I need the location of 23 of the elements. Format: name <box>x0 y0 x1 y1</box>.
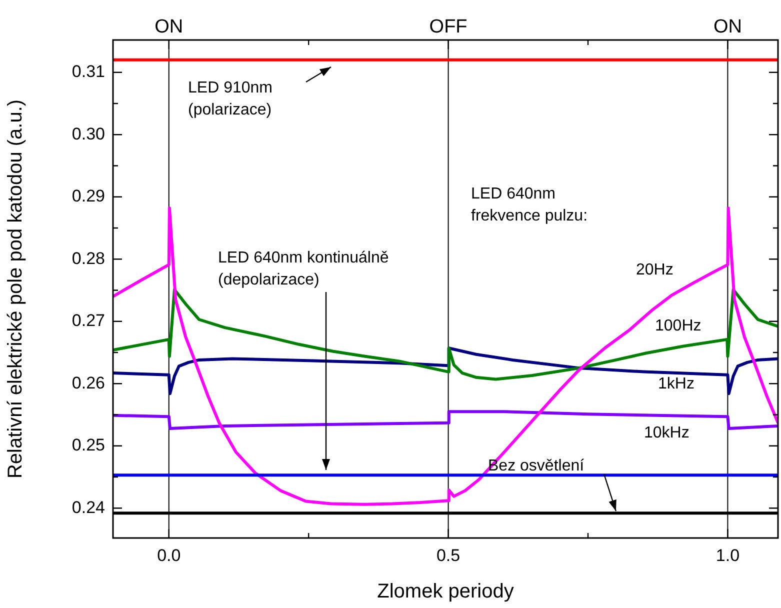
series-label: 10kHz <box>644 424 690 442</box>
ref-line-label: ON <box>713 16 742 38</box>
x-tick-label: 0.0 <box>157 546 181 565</box>
y-tick-label: 0.28 <box>72 248 105 268</box>
ref-line-label: ON <box>154 16 184 38</box>
series-label: 20Hz <box>636 261 674 278</box>
x-tick-label: 0.5 <box>436 546 460 565</box>
y-tick-label: 0.26 <box>72 373 105 392</box>
x-axis-title: Zlomek periody <box>377 580 514 603</box>
series-label: 1kHz <box>658 375 694 392</box>
y-tick-label: 0.31 <box>72 62 105 82</box>
annotation: LED 640nm frekvence pulzu: <box>471 185 588 224</box>
ref-line-label: OFF <box>429 16 468 38</box>
y-tick-label: 0.29 <box>72 186 105 206</box>
series-label: 100Hz <box>655 317 702 334</box>
y-tick-label: 0.30 <box>72 124 105 144</box>
y-tick-label: 0.27 <box>72 311 105 330</box>
y-axis-title: Relativní elektrické pole pod katodou (a.u.) <box>4 99 27 479</box>
series-label: LED 910nm (polarizace) <box>188 79 272 118</box>
text: LED 640nm kontinuálně (depolarizace) <box>218 249 389 288</box>
x-tick-label: 1.0 <box>716 546 740 565</box>
y-tick-label: 0.24 <box>72 498 105 517</box>
y-tick-label: 0.25 <box>72 436 105 455</box>
